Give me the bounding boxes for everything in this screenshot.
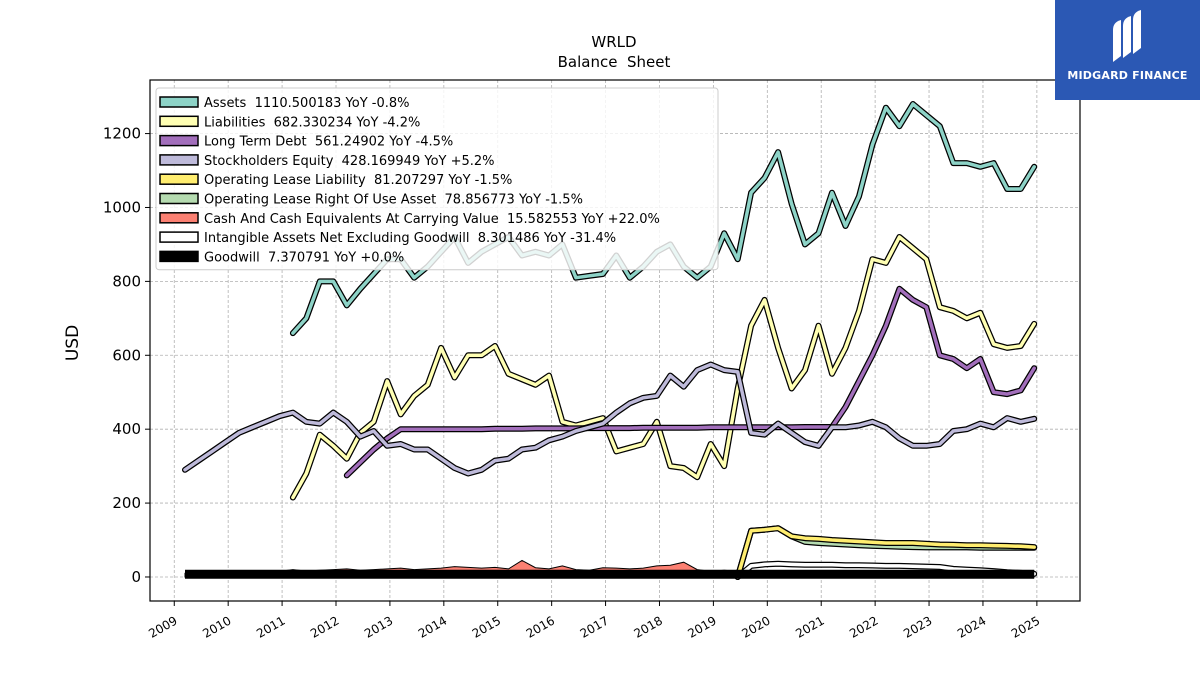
x-tick-label: 2023 bbox=[901, 613, 934, 640]
y-tick-label: 600 bbox=[112, 346, 141, 364]
legend-swatch bbox=[159, 231, 199, 243]
x-tick-label: 2013 bbox=[362, 613, 395, 640]
y-tick-label: 1200 bbox=[103, 125, 141, 143]
x-tick-label: 2021 bbox=[793, 613, 826, 640]
x-tick-label: 2016 bbox=[524, 613, 557, 640]
x-tick-label: 2024 bbox=[955, 613, 988, 640]
legend-label: Operating Lease Right Of Use Asset 78.85… bbox=[204, 193, 583, 208]
legend-swatch bbox=[159, 250, 199, 263]
y-tick-label: 400 bbox=[112, 420, 141, 438]
legend-swatch bbox=[159, 115, 199, 128]
x-tick-label: 2015 bbox=[470, 613, 503, 640]
x-tick-label: 2010 bbox=[200, 613, 233, 640]
legend-swatch bbox=[159, 96, 199, 108]
legend-label: Intangible Assets Net Excluding Goodwill… bbox=[204, 231, 616, 246]
brand-logo: MIDGARD FINANCE bbox=[1055, 0, 1200, 100]
legend-label: Operating Lease Liability 81.207297 YoY … bbox=[204, 173, 512, 188]
series-1 bbox=[289, 234, 1038, 501]
legend: Assets 1110.500183 YoY -0.8% Liabilities … bbox=[155, 87, 719, 271]
legend-label: Cash And Cash Equivalents At Carrying Va… bbox=[204, 212, 660, 227]
legend-swatch bbox=[159, 134, 199, 147]
x-tick-label: 2014 bbox=[416, 613, 449, 640]
series-4 bbox=[734, 525, 1038, 580]
y-axis-label: USD bbox=[63, 325, 83, 361]
legend-label: Assets 1110.500183 YoY -0.8% bbox=[204, 96, 410, 111]
series-line bbox=[183, 362, 1036, 476]
x-tick-label: 2017 bbox=[578, 613, 611, 640]
legend-swatch bbox=[159, 192, 199, 205]
x-tick-label: 2025 bbox=[1009, 613, 1042, 640]
chart-title: WRLD bbox=[591, 33, 636, 51]
x-tick-label: 2019 bbox=[685, 613, 718, 640]
legend-label: Liabilities 682.330234 YoY -4.2% bbox=[204, 115, 420, 130]
series-3 bbox=[182, 361, 1038, 477]
brand-name: MIDGARD FINANCE bbox=[1067, 69, 1188, 82]
legend-swatch bbox=[159, 212, 199, 224]
series-line bbox=[735, 526, 1036, 579]
legend-swatch bbox=[159, 154, 199, 166]
series-line bbox=[345, 287, 1036, 478]
series-line bbox=[291, 235, 1036, 500]
x-tick-label: 2018 bbox=[632, 613, 665, 640]
legend-label: Stockholders Equity 428.169949 YoY +5.2% bbox=[204, 154, 495, 169]
y-tick-label: 1000 bbox=[103, 198, 141, 216]
series-2 bbox=[343, 285, 1038, 479]
legend-label: Goodwill 7.370791 YoY +0.0% bbox=[204, 250, 404, 265]
chart-subtitle: Balance Sheet bbox=[558, 53, 671, 71]
x-tick-label: 2011 bbox=[254, 613, 287, 640]
legend-label: Long Term Debt 561.24902 YoY -4.5% bbox=[204, 135, 453, 150]
legend-swatch bbox=[159, 173, 199, 185]
y-tick-label: 800 bbox=[112, 272, 141, 290]
x-tick-label: 2009 bbox=[146, 613, 179, 640]
x-tick-label: 2022 bbox=[847, 613, 880, 640]
plot-frame bbox=[149, 79, 1081, 602]
y-tick-label: 200 bbox=[112, 494, 141, 512]
x-tick-label: 2020 bbox=[739, 613, 772, 640]
legend-box bbox=[155, 87, 719, 271]
midgard-logo-icon bbox=[1113, 10, 1141, 62]
x-tick-label: 2012 bbox=[308, 613, 341, 640]
y-tick-label: 0 bbox=[131, 568, 141, 586]
